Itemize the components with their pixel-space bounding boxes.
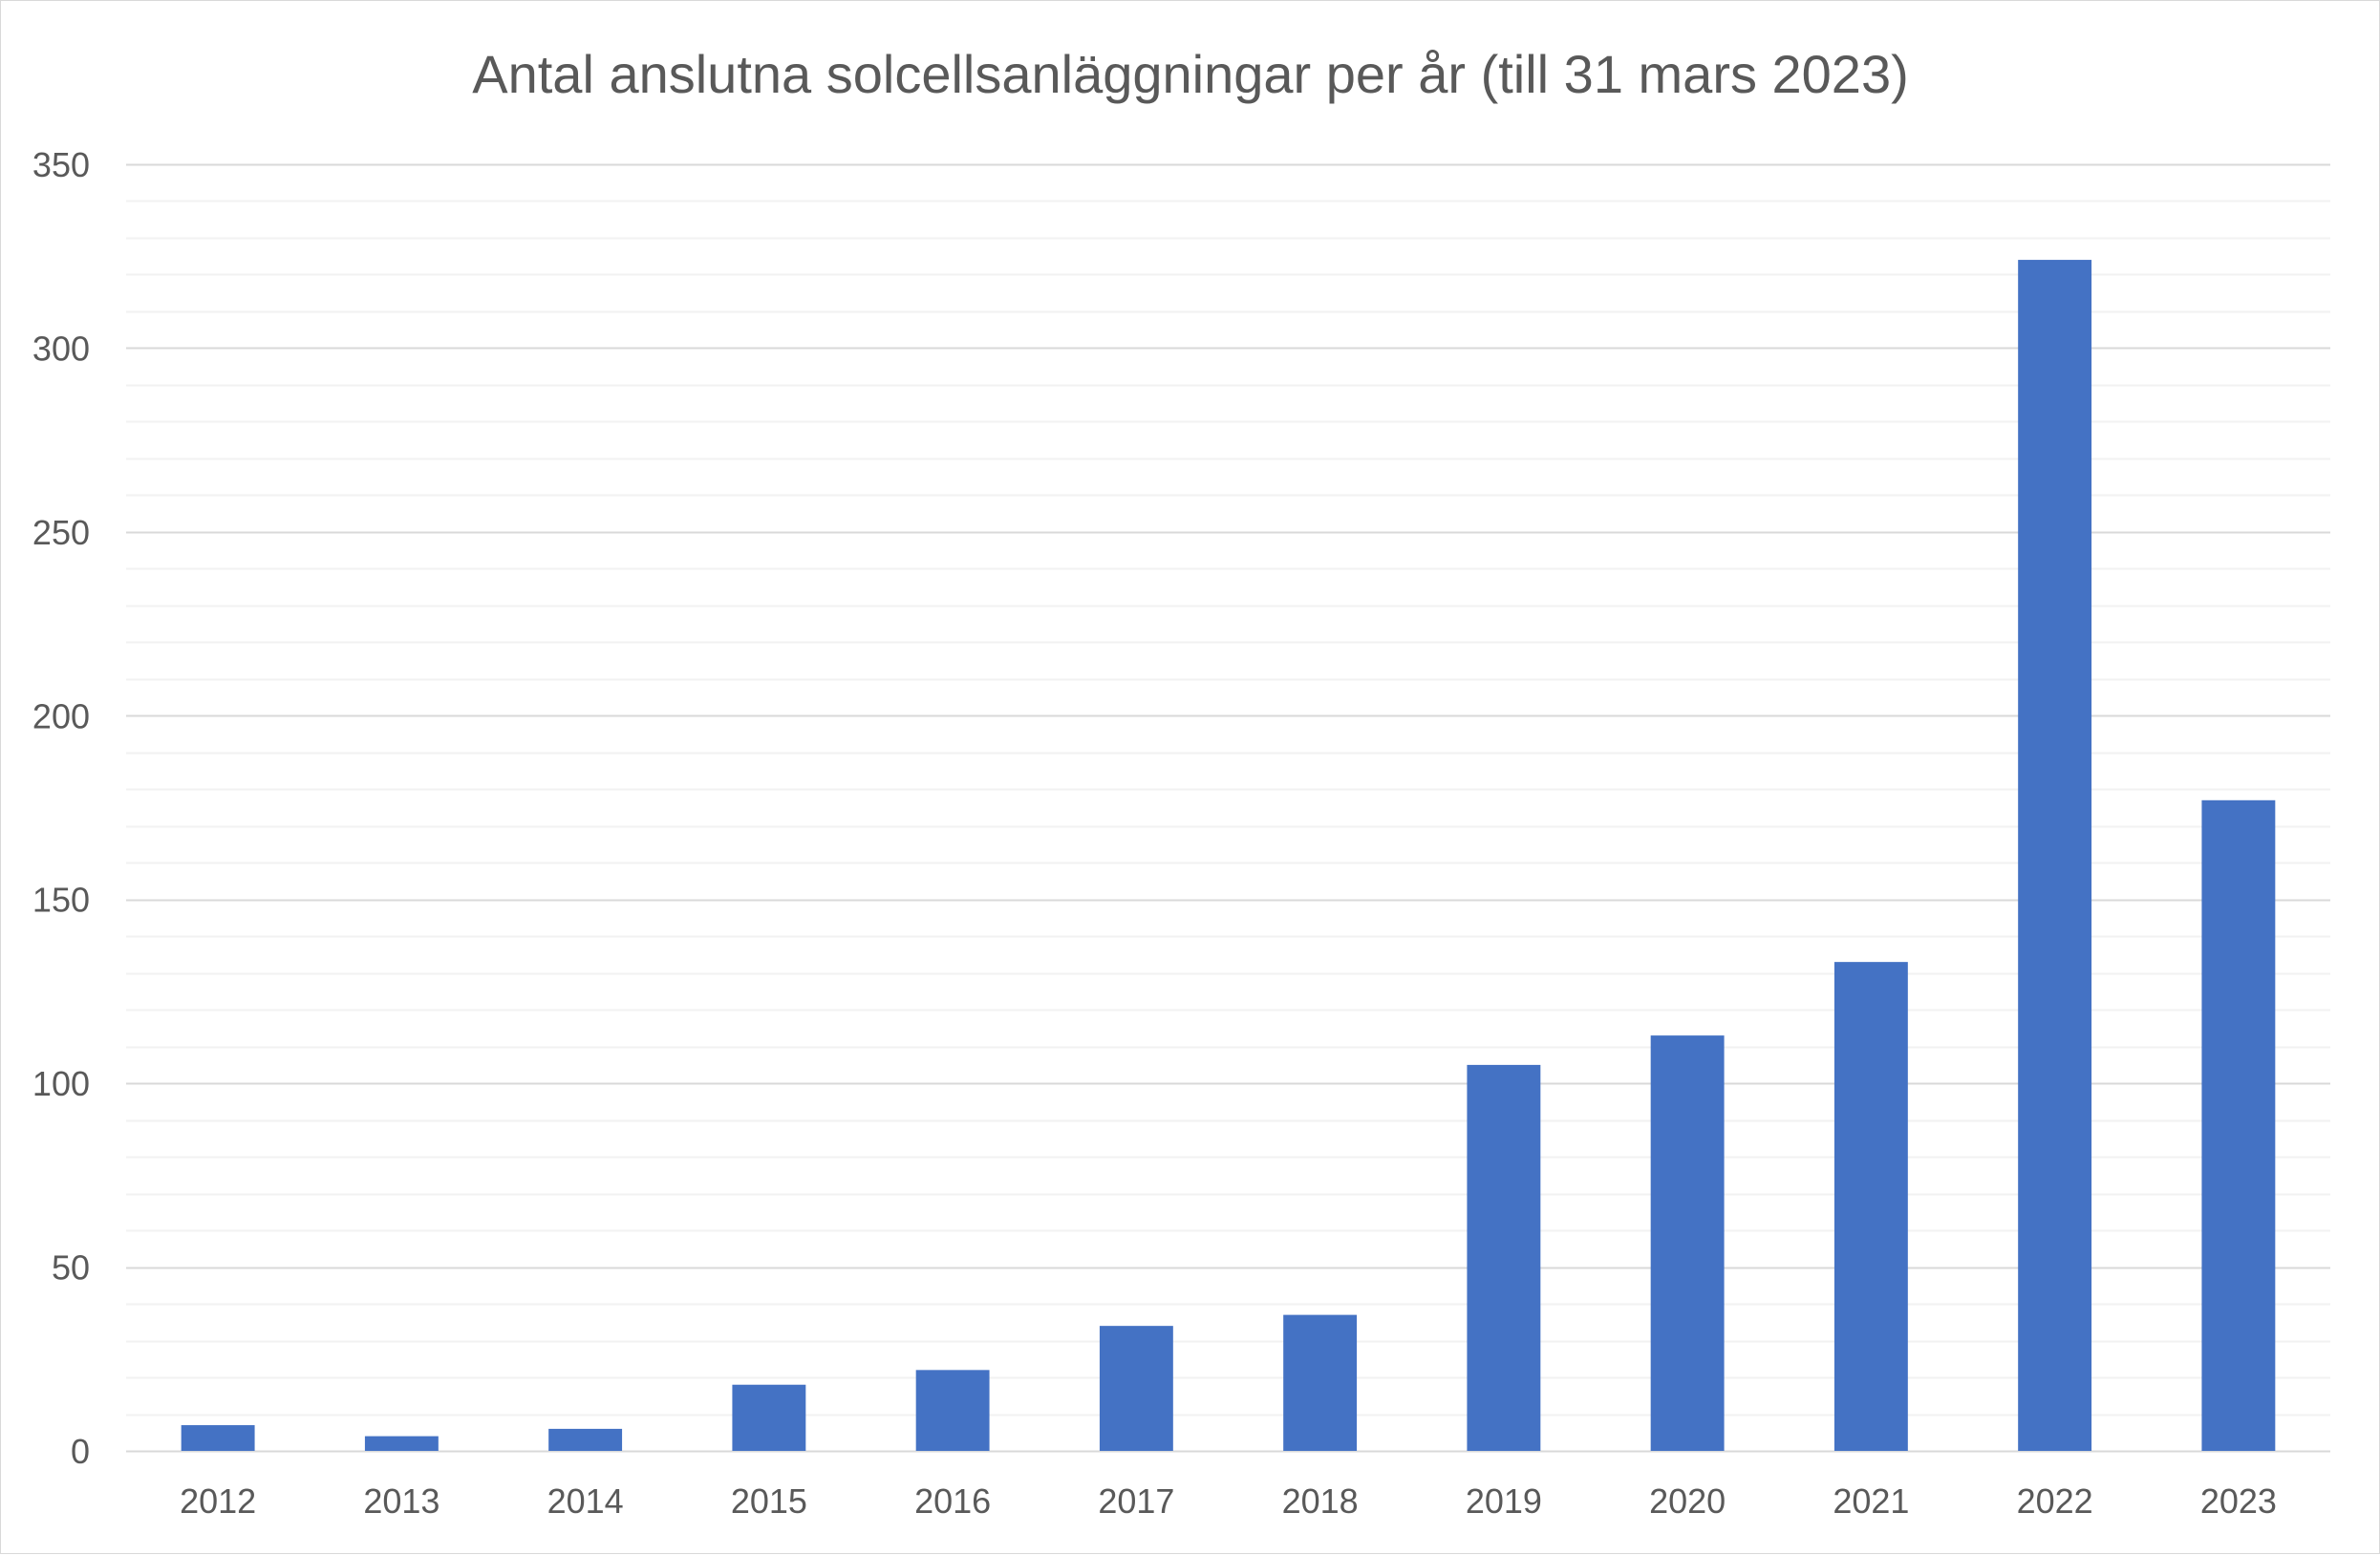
x-tick-label: 2015: [731, 1481, 807, 1521]
bars: [181, 260, 2276, 1451]
bar-2017: [1099, 1326, 1173, 1451]
y-tick-label: 150: [32, 881, 90, 920]
bar-2020: [1650, 1035, 1725, 1451]
bar-2021: [1833, 962, 1908, 1451]
y-tick-label: 250: [32, 513, 90, 552]
x-tick-label: 2012: [180, 1481, 256, 1521]
bar-2015: [732, 1384, 806, 1451]
x-tick-label: 2020: [1649, 1481, 1726, 1521]
y-tick-label: 300: [32, 329, 90, 368]
gridlines: [126, 163, 2330, 1453]
bar-2013: [364, 1436, 439, 1451]
x-tick-label: 2014: [547, 1481, 624, 1521]
x-tick-label: 2013: [363, 1481, 440, 1521]
y-tick-label: 50: [52, 1248, 90, 1288]
bar-2012: [181, 1425, 255, 1451]
x-tick-label: 2022: [2017, 1481, 2093, 1521]
y-tick-label: 350: [32, 145, 90, 184]
y-tick-label: 0: [71, 1432, 90, 1471]
x-tick-label: 2019: [1466, 1481, 1542, 1521]
x-tick-label: 2023: [2200, 1481, 2277, 1521]
bar-2014: [548, 1428, 623, 1451]
x-tick-label: 2017: [1098, 1481, 1174, 1521]
bar-2019: [1467, 1064, 1541, 1451]
x-axis-ticks: 2012 2013 2014 2015 2016 2017 2018 2019 2020 2021…: [180, 1481, 2277, 1521]
bar-2016: [915, 1370, 990, 1451]
bar-2022: [2018, 260, 2092, 1451]
x-tick-label: 2016: [914, 1481, 991, 1521]
y-axis-ticks: 0 50 100 150 200 250 300 350: [32, 145, 90, 1471]
y-tick-label: 100: [32, 1064, 90, 1103]
chart-title: Antal anslutna solcellsanläggningar per …: [472, 44, 1909, 104]
y-tick-label: 200: [32, 696, 90, 735]
bar-2018: [1283, 1314, 1358, 1451]
x-tick-label: 2018: [1282, 1481, 1359, 1521]
x-tick-label: 2021: [1833, 1481, 1909, 1521]
bar-2023: [2201, 799, 2276, 1451]
